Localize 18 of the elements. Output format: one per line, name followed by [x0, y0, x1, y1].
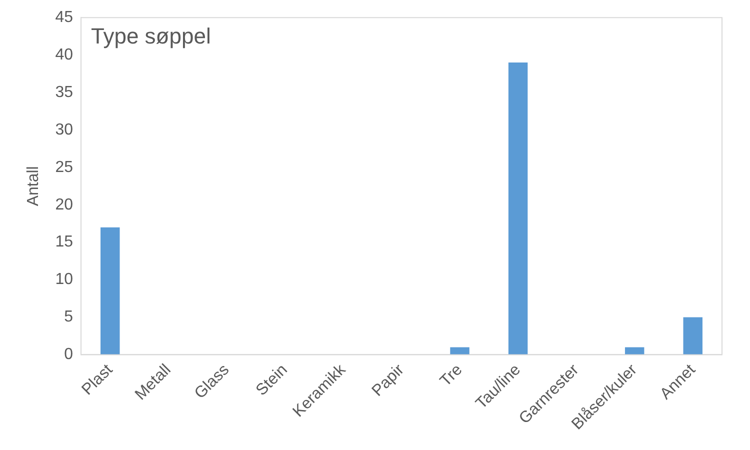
y-tick-label: 35	[55, 84, 74, 101]
bar	[624, 347, 644, 355]
y-tick-label: 30	[55, 121, 74, 138]
y-tick-label: 20	[55, 196, 74, 214]
y-tick-label: 25	[55, 158, 74, 176]
bar	[450, 347, 470, 355]
bar	[508, 62, 528, 355]
bar	[100, 227, 120, 355]
y-tick-label: 40	[55, 46, 74, 64]
y-tick-label: 45	[55, 9, 74, 26]
y-tick-label: 10	[55, 271, 74, 288]
chart-title: Type søppel	[90, 24, 211, 49]
y-tick-label: 0	[64, 346, 74, 364]
bar	[683, 317, 702, 355]
y-tick-label: 15	[55, 234, 74, 251]
x-tick-label: Tre	[437, 361, 466, 390]
y-tick-label: 5	[64, 308, 74, 326]
y-axis-title: Antall	[25, 166, 42, 206]
